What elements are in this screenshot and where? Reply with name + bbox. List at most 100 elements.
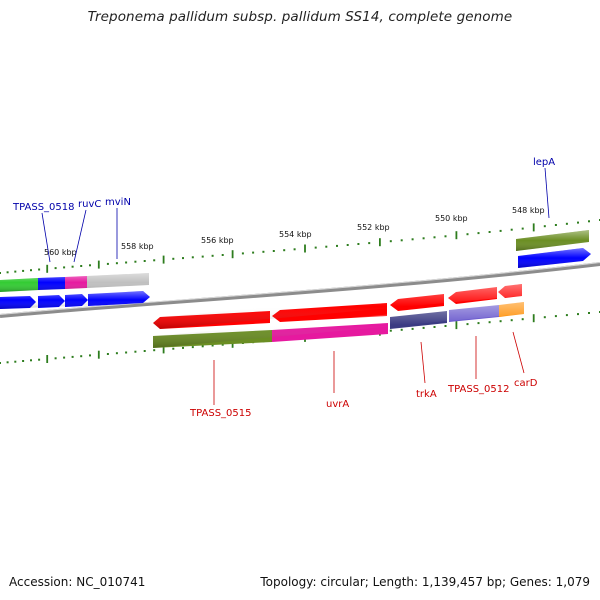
scale-label-560: 560 kbp [44, 248, 77, 257]
gene-label-tpass-0515[interactable]: TPASS_0515 [189, 408, 251, 419]
minor-tick [221, 254, 224, 256]
major-tick [231, 250, 234, 259]
minor-tick [554, 315, 557, 318]
minor-tick [153, 259, 156, 262]
scale-label-552: 552 kbp [357, 223, 390, 232]
minor-tick [172, 257, 175, 260]
minor-tick [272, 250, 275, 252]
minor-tick [38, 358, 41, 361]
minor-tick [0, 272, 1, 274]
minor-tick [182, 257, 184, 260]
minor-tick [143, 260, 146, 262]
minor-tick [6, 361, 9, 364]
map-title: Treponema pallidum subsp. pallidum SS14,… [87, 9, 513, 25]
minor-tick [252, 251, 255, 254]
forward-cds-row-left [0, 273, 149, 292]
minor-tick [346, 244, 349, 246]
reverse-cds-row [153, 302, 524, 348]
minor-tick [80, 355, 83, 358]
major-tick [162, 255, 165, 264]
minor-tick [71, 355, 74, 358]
minor-tick [14, 360, 17, 363]
minor-tick [389, 329, 392, 332]
minor-tick [444, 235, 447, 238]
minor-tick [6, 271, 9, 274]
minor-tick [368, 242, 371, 245]
minor-tick [134, 260, 137, 263]
minor-tick [336, 244, 338, 247]
minor-tick [325, 245, 328, 248]
minor-tick [106, 262, 109, 265]
minor-tick [182, 346, 184, 349]
minor-tick [444, 325, 447, 327]
minor-tick [89, 264, 91, 267]
minor-tick [565, 314, 568, 317]
genome-backbone [0, 262, 600, 318]
major-tick [97, 350, 100, 359]
minor-tick [221, 343, 224, 346]
gene-label-trka[interactable]: trkA [416, 389, 437, 400]
forward-gene-row-right [518, 248, 591, 268]
minor-tick [14, 270, 17, 273]
gene-label-mvin[interactable]: mviN [105, 197, 131, 208]
minor-tick [293, 248, 296, 251]
minor-tick [433, 236, 436, 239]
minor-tick [201, 345, 204, 348]
gene-label-tpass-0518[interactable]: TPASS_0518 [12, 202, 74, 213]
genome-backbone-highlight [0, 262, 600, 315]
gene-label-ruvc[interactable]: ruvC [78, 199, 101, 210]
major-tick [46, 355, 49, 363]
minor-tick [63, 356, 66, 359]
minor-tick [314, 246, 317, 249]
minor-tick [510, 319, 513, 322]
minor-tick [521, 318, 524, 321]
scale-label-548: 548 kbp [512, 206, 545, 215]
minor-tick [411, 327, 414, 330]
minor-tick [191, 346, 194, 349]
minor-tick [283, 249, 286, 252]
minor-tick [125, 351, 128, 354]
major-tick [162, 345, 165, 354]
minor-tick [543, 316, 546, 319]
gene-label-tpass-0512[interactable]: TPASS_0512 [447, 384, 509, 395]
minor-tick [466, 233, 469, 236]
minor-tick [565, 222, 568, 225]
minor-tick [488, 231, 491, 233]
minor-tick [411, 238, 414, 241]
forward-cds-row-right [516, 230, 589, 251]
major-tick [455, 321, 458, 330]
minor-tick [588, 312, 590, 314]
minor-tick [400, 328, 403, 331]
minor-tick [211, 344, 214, 347]
gene-label-uvra[interactable]: uvrA [326, 399, 349, 410]
minor-tick [30, 359, 32, 362]
minor-tick [588, 220, 590, 223]
accession-info: Accession: NC_010741 [9, 575, 146, 589]
major-tick [379, 238, 381, 247]
minor-tick [143, 350, 146, 352]
minor-tick [115, 262, 118, 265]
scale-labels: 560 kbp 558 kbp 556 kbp 554 kbp 552 kbp … [44, 206, 545, 257]
minor-tick [63, 266, 66, 269]
major-tick [532, 223, 535, 232]
minor-tick [241, 252, 244, 255]
major-tick [532, 314, 535, 323]
scale-label-556: 556 kbp [201, 236, 234, 245]
minor-tick [577, 221, 579, 224]
minor-tick [54, 357, 57, 360]
minor-tick [433, 326, 436, 328]
minor-tick [400, 239, 403, 242]
minor-tick [262, 250, 265, 253]
minor-tick [89, 354, 91, 357]
gene-label-card[interactable]: carD [514, 378, 538, 389]
gene-label-lepa[interactable]: lepA [533, 157, 555, 168]
minor-tick [191, 256, 194, 259]
scale-ticks-top [0, 219, 600, 274]
major-tick [304, 244, 306, 253]
genome-summary: Topology: circular; Length: 1,139,457 bp… [260, 575, 590, 589]
minor-tick [30, 269, 32, 272]
minor-tick [172, 347, 175, 350]
minor-tick [134, 350, 137, 353]
minor-tick [499, 320, 502, 323]
